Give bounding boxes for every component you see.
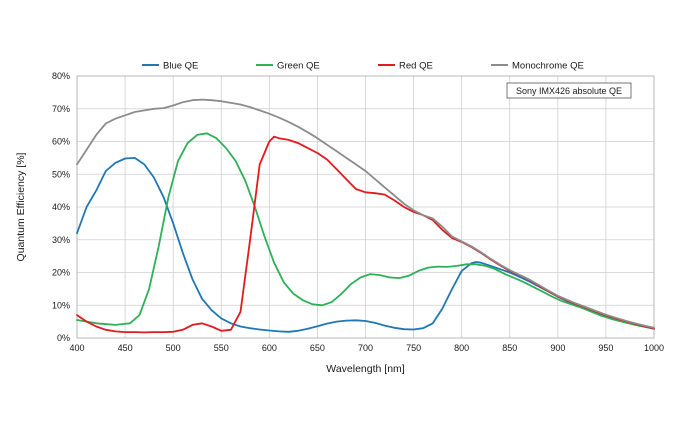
y-tick-label: 0% <box>57 333 70 343</box>
y-tick-label: 40% <box>52 202 70 212</box>
x-tick-label: 950 <box>598 343 613 353</box>
annotation: Sony IMX426 absolute QE <box>506 82 632 99</box>
y-axis-title: Quantum Efficiency [%] <box>15 152 27 261</box>
axis-layer <box>76 75 655 339</box>
x-tick-label: 600 <box>262 343 277 353</box>
y-tick-label: 50% <box>52 169 70 179</box>
legend-label-green-qe: Green QE <box>277 61 320 72</box>
legend-label-red-qe: Red QE <box>399 61 433 72</box>
legend-label-blue-qe: Blue QE <box>163 61 198 72</box>
plot-area-frame <box>76 75 655 339</box>
x-tick-label: 450 <box>118 343 133 353</box>
legend-label-monochrome-qe: Monochrome QE <box>512 61 584 72</box>
x-tick-label: 750 <box>406 343 421 353</box>
x-tick-label: 550 <box>214 343 229 353</box>
legend: Blue QE Green QE Red QE Monochrome QE <box>142 61 584 72</box>
grid-layer <box>76 75 655 339</box>
y-tick-label: 70% <box>52 104 70 114</box>
x-tick-label: 500 <box>166 343 181 353</box>
y-tick-label: 10% <box>52 300 70 310</box>
green-qe-line <box>76 132 655 330</box>
annotation-box <box>506 82 632 99</box>
x-tick-label: 850 <box>502 343 517 353</box>
x-tick-label: 400 <box>69 343 84 353</box>
x-tick-label: 700 <box>358 343 373 353</box>
monochrome-qe-line <box>76 98 655 329</box>
y-tick-label: 60% <box>52 137 70 147</box>
annotation-text: Sony IMX426 absolute QE <box>516 86 622 96</box>
y-tick-label: 20% <box>52 268 70 278</box>
y-tick-label: 30% <box>52 235 70 245</box>
y-tick-label: 80% <box>52 71 70 81</box>
x-tick-label: 800 <box>454 343 469 353</box>
series-layer <box>76 98 655 334</box>
x-axis-title: Wavelength [nm] <box>326 363 404 375</box>
x-tick-label: 1000 <box>644 343 664 353</box>
x-tick-label: 650 <box>310 343 325 353</box>
label-layer: 400 450 500 550 600 650 700 750 800 850 900 950 1000… <box>15 71 664 375</box>
x-tick-label: 900 <box>550 343 565 353</box>
